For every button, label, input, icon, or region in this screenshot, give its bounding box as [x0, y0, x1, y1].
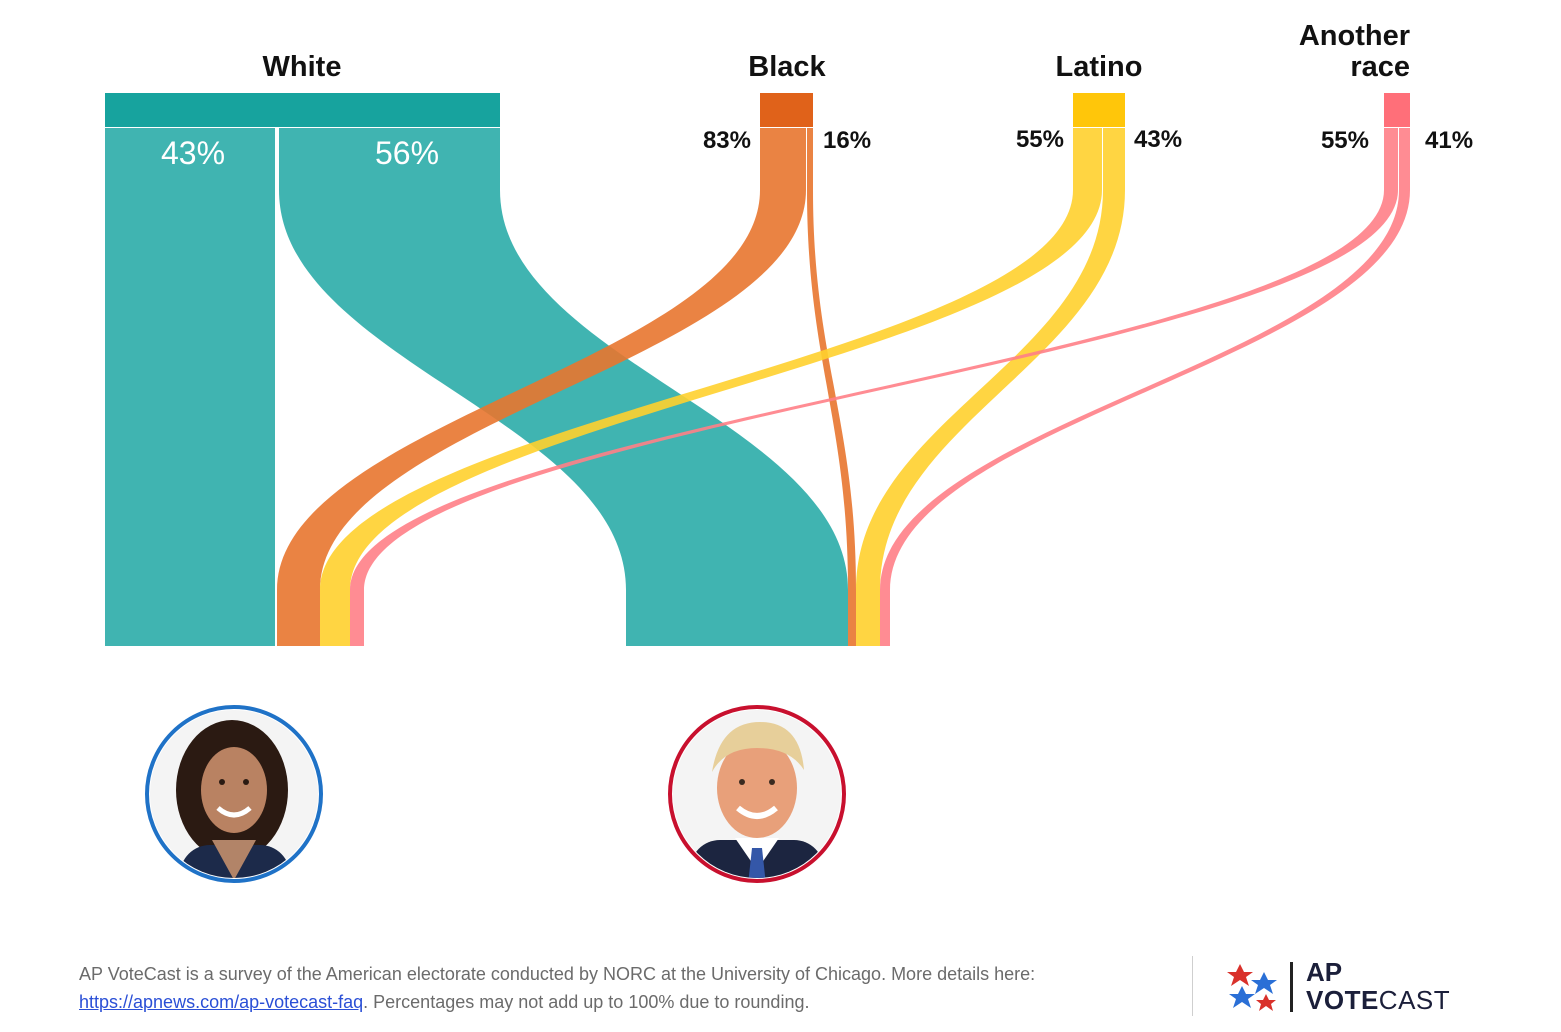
white-split-divider: [275, 127, 277, 646]
bar-another: [1384, 93, 1410, 127]
bar-latino: [1073, 93, 1125, 127]
pct-white-trump: 56%: [375, 135, 439, 171]
flow-latino-harris: [320, 128, 1102, 646]
flow-white-harris: [105, 128, 277, 646]
footer-link[interactable]: https://apnews.com/ap-votecast-faq: [79, 992, 364, 1012]
pct-latino-harris: 55%: [1016, 126, 1064, 153]
group-label-black: Black: [748, 51, 826, 83]
footer-text: AP VoteCast is a survey of the American …: [79, 964, 1036, 984]
logo-vote: VOTE: [1306, 985, 1379, 1015]
bars-layer: [105, 93, 1410, 646]
group-label-another-line1: Another: [1299, 20, 1410, 52]
group-label-another-line2: race: [1350, 51, 1410, 83]
stars-icon: [1227, 964, 1277, 1011]
pct-another-harris: 55%: [1321, 127, 1369, 154]
pct-another-trump: 41%: [1425, 127, 1473, 154]
logo-cast: CAST: [1378, 985, 1451, 1015]
logo-bar: [1290, 962, 1293, 1012]
labels-layer: White Black Latino Another race 43% 56% …: [161, 20, 1473, 171]
harris-avatar: [145, 705, 323, 883]
trump-avatar: [668, 705, 846, 883]
footer-note: AP VoteCast is a survey of the American …: [79, 960, 1079, 1016]
bar-white: [105, 93, 500, 127]
group-label-white: White: [263, 51, 342, 83]
sankey-chart: White Black Latino Another race 43% 56% …: [105, 20, 1473, 883]
pct-latino-trump: 43%: [1134, 126, 1182, 153]
bar-black: [760, 93, 813, 127]
logo-votecast: VOTECAST: [1306, 986, 1450, 1014]
logo-divider: [1192, 956, 1193, 1016]
ap-votecast-logo: AP VOTECAST: [1226, 958, 1466, 1018]
flows-layer: [105, 128, 1410, 646]
flow-black-harris: [277, 128, 806, 646]
pct-black-harris: 83%: [703, 127, 751, 154]
flow-another-trump: [880, 128, 1410, 646]
logo-ap: AP: [1306, 957, 1343, 987]
pct-black-trump: 16%: [823, 127, 871, 154]
pct-white-harris: 43%: [161, 135, 225, 171]
group-label-latino: Latino: [1056, 51, 1143, 83]
flow-latino-trump: [856, 128, 1125, 646]
footer-text-2: . Percentages may not add up to 100% due…: [363, 992, 810, 1012]
flow-black-trump: [807, 128, 856, 646]
